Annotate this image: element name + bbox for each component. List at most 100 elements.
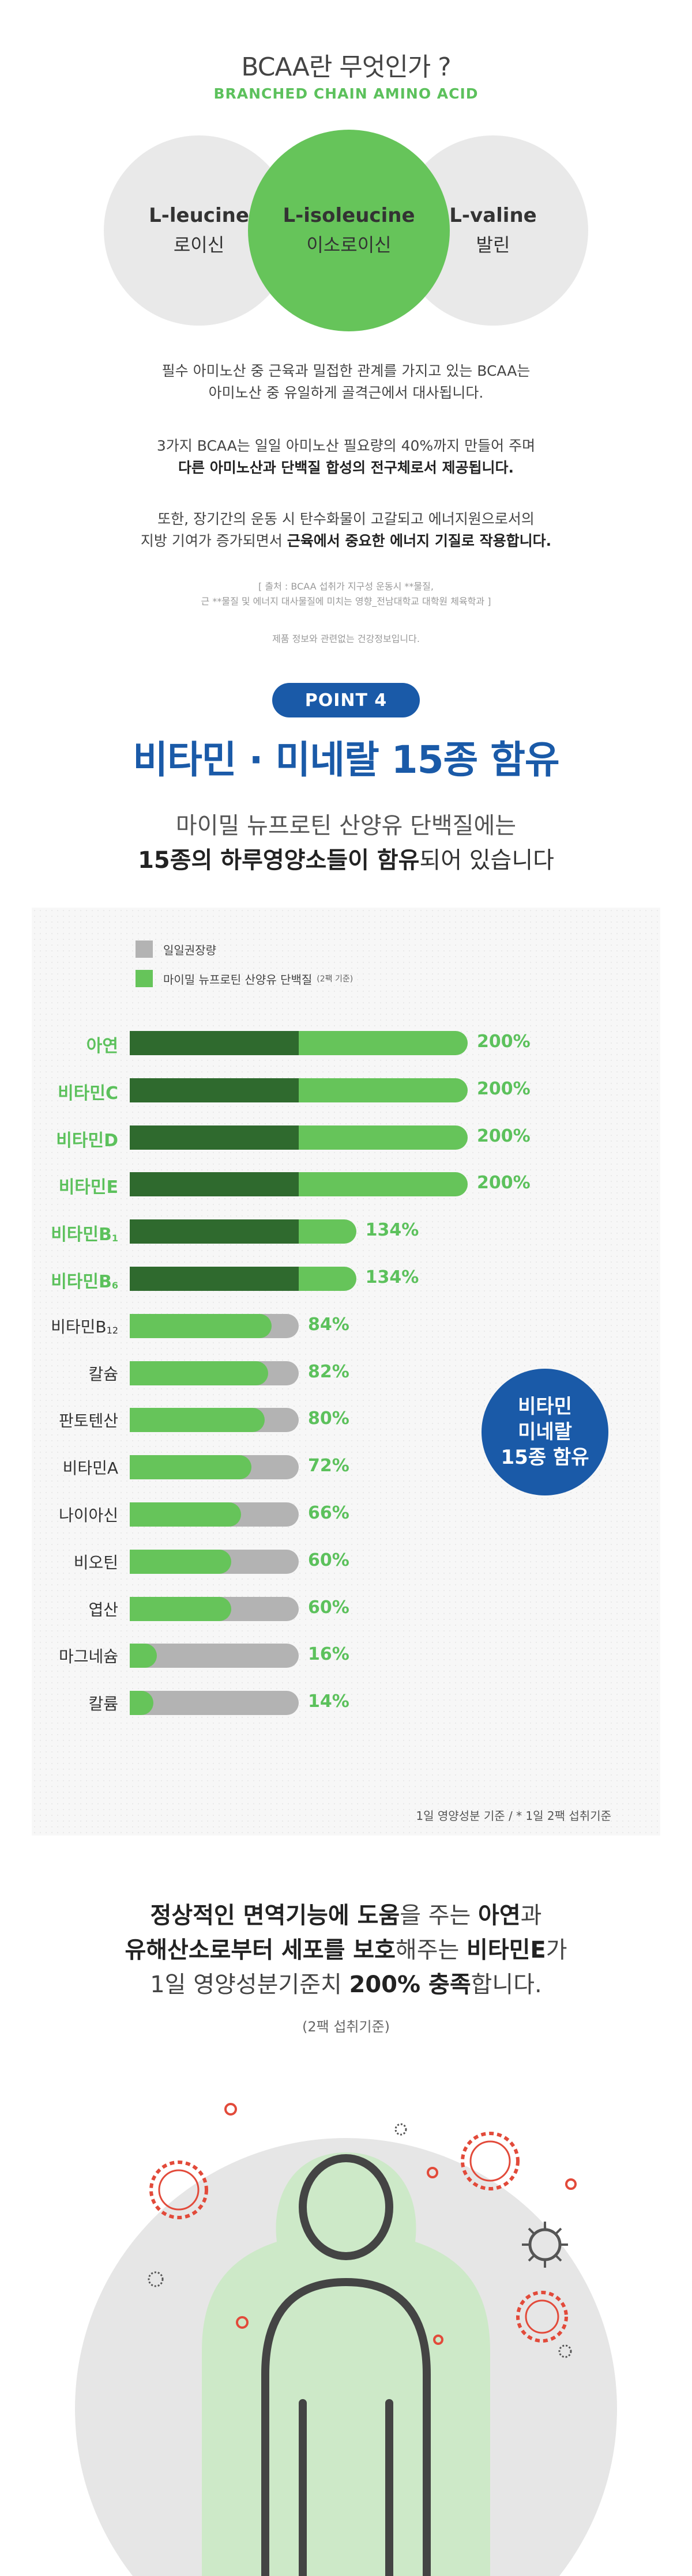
bar-category-label: 엽산 [3, 1597, 118, 1621]
plain-text: 을 주는 [400, 1902, 479, 1929]
legend-label: 일일권장량 [163, 943, 216, 957]
circle-ko-label: 로이신 [173, 234, 225, 256]
virus-icon [149, 2160, 208, 2219]
bcaa-subtitle: BRANCHED CHAIN AMINO ACID [213, 85, 479, 102]
dot-icon [565, 2178, 577, 2190]
bar-category-label: 비타민A [3, 1456, 118, 1479]
bar-category-label: 비타민C [3, 1079, 118, 1104]
source-citation: [ 출처 : BCAA 섭취가 지구성 운동시 **물질, 근 **물질 및 에… [0, 579, 692, 609]
category-subscript: 1 [111, 1233, 118, 1244]
recommended-bar [130, 1691, 299, 1716]
bar-value-label: 200% [477, 1125, 531, 1146]
paragraph-line: 지방 기여가 증가되면서 근육에서 중요한 에너지 기질로 작용합니다. [0, 530, 692, 552]
bar-value-label: 60% [308, 1550, 349, 1570]
category-name: 비타민E [58, 1177, 118, 1198]
summary-line-1: 정상적인 면역기능에 도움을 주는 아연과 [0, 1899, 692, 1932]
bold-text: 아연 [478, 1902, 521, 1929]
bcaa-paragraph-2: 3가지 BCAA는 일일 아미노산 필요량의 40%까지 만들어 주며 다른 아… [0, 435, 692, 479]
bar-category-label: 마그네슘 [3, 1644, 118, 1667]
product-bar [130, 1078, 468, 1102]
badge-line: 미네랄 [518, 1421, 572, 1444]
circle-ko-label: 발린 [476, 234, 510, 256]
source-line: 근 **물질 및 에너지 대사물질에 미치는 영향_전남대학교 대학원 체육학과… [201, 596, 491, 607]
bcaa-paragraph-3: 또한, 장기간의 운동 시 탄수화물이 고갈되고 에너지원으로서의 지방 기여가… [0, 508, 692, 552]
category-name: 마그네슘 [58, 1647, 118, 1667]
summary-line-3: 1일 영양성분기준치 200% 충족합니다. [0, 1968, 692, 2001]
bold-text: 다른 아미노산과 단백질 합성의 전구체로서 제공됩니다. [178, 459, 514, 476]
product-bar [130, 1455, 251, 1480]
chart-footnote: 1일 영양성분 기준 / * 1일 2팩 섭취기준 [416, 1809, 611, 1823]
bold-text: 정상적인 면역기능에 도움 [150, 1902, 400, 1929]
category-name: 비타민A [62, 1459, 118, 1478]
paragraph-line: 아미노산 중 유일하게 골격근에서 대사됩니다. [208, 384, 484, 401]
bar-category-label: 칼륨 [3, 1691, 118, 1714]
circle-ko-label: 이소로이신 [306, 234, 392, 256]
vitamin-mineral-badge: 비타민 미네랄 15종 함유 [482, 1369, 608, 1495]
section-title: 비타민 · 미네랄 15종 함유 [133, 738, 559, 782]
virus-icon [148, 2271, 164, 2287]
bar-value-label: 134% [365, 1267, 419, 1287]
bar-value-label: 66% [308, 1503, 349, 1523]
plain-text: 지방 기여가 증가되면서 [140, 532, 287, 549]
product-bar [130, 1502, 242, 1527]
bar-value-label: 14% [308, 1691, 349, 1712]
circle-valine: L-valine 발린 [398, 135, 588, 326]
person-icon [261, 2154, 431, 2576]
virus-icon [558, 2344, 572, 2358]
plain-text: 되어 있습니다 [419, 847, 554, 874]
product-bar [130, 1125, 468, 1150]
bar-value-label: 16% [308, 1644, 349, 1665]
bcaa-title: BCAA란 무엇인가 ? [241, 52, 451, 82]
intro-line-1: 마이밀 뉴프로틴 산양유 단백질에는 [175, 813, 517, 839]
dot-icon [224, 2103, 237, 2116]
category-subscript: 6 [111, 1280, 118, 1291]
product-bar [130, 1549, 231, 1574]
legend-note: (2팩 기준) [317, 975, 353, 984]
circle-en-label: L-leucine [149, 204, 249, 227]
recommended-portion [130, 1078, 299, 1102]
bar-value-label: 82% [308, 1361, 349, 1382]
category-name: 비타민B [51, 1317, 107, 1336]
bar-value-label: 200% [477, 1173, 531, 1193]
product-bar [130, 1361, 269, 1385]
recommended-bar [130, 1644, 299, 1668]
recommended-portion [130, 1219, 299, 1244]
dot-icon [433, 2335, 443, 2345]
bar-category-label: 비오틴 [3, 1550, 118, 1573]
circle-en-label: L-valine [449, 204, 537, 227]
bar-value-label: 60% [308, 1597, 349, 1618]
bar-category-label: 비타민B1 [3, 1220, 118, 1245]
legend-label: 마이밀 뉴프로틴 산양유 단백질 [163, 972, 313, 987]
recommended-portion [130, 1125, 299, 1150]
bold-text: 15종의 하루영양소들이 함유 [138, 847, 420, 874]
product-bar [130, 1219, 356, 1244]
bold-text: 200% 충족 [349, 1971, 471, 1998]
plain-text: 과 [520, 1902, 542, 1929]
bar-category-label: 칼슘 [3, 1362, 118, 1385]
virus-icon [522, 2222, 568, 2268]
category-subscript: 12 [106, 1324, 118, 1336]
bar-value-label: 72% [308, 1456, 349, 1476]
product-bar [130, 1408, 265, 1433]
category-name: 아연 [86, 1036, 118, 1056]
product-bar [130, 1267, 356, 1291]
source-line: [ 출처 : BCAA 섭취가 지구성 운동시 **물질, [258, 581, 434, 592]
intro-line-2: 15종의 하루영양소들이 함유되어 있습니다 [0, 841, 692, 875]
plain-text: 해주는 [395, 1937, 467, 1963]
plain-text: 합니다. [471, 1971, 542, 1998]
bar-category-label: 비타민E [3, 1173, 118, 1198]
immune-person-illustration [75, 2103, 617, 2576]
bcaa-paragraph-1: 필수 아미노산 중 근육과 밀접한 관계를 가지고 있는 BCAA는 아미노산 … [0, 360, 692, 404]
bar-value-label: 200% [477, 1032, 531, 1052]
paragraph-line-bold: 다른 아미노산과 단백질 합성의 전구체로서 제공됩니다. [0, 457, 692, 479]
legend-recommended: 일일권장량 [136, 940, 216, 958]
category-name: 비오틴 [73, 1553, 118, 1572]
virus-icon [516, 2291, 568, 2343]
plain-text: 가 [546, 1937, 567, 1963]
product-bar [130, 1596, 231, 1621]
paragraph-line: 3가지 BCAA는 일일 아미노산 필요량의 40%까지 만들어 주며 [156, 437, 536, 454]
bold-text: 유해산소로부터 세포를 보호 [125, 1937, 396, 1963]
bar-category-label: 판토텐산 [3, 1408, 118, 1431]
bold-text: 비타민E [467, 1937, 546, 1963]
circle-isoleucine: L-isoleucine 이소로이신 [248, 130, 450, 331]
